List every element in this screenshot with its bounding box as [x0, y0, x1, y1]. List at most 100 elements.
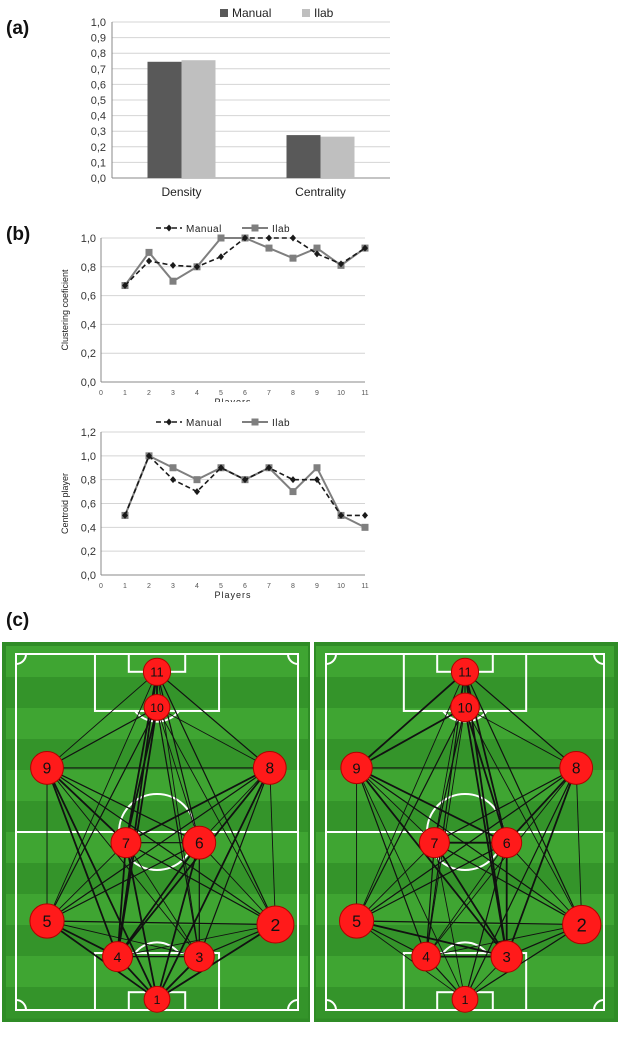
y-tick-label: 1,2 — [81, 427, 96, 439]
penalty-arc-bottom — [442, 941, 488, 954]
player-node-label: 3 — [195, 950, 203, 966]
data-point-ilab — [361, 523, 369, 531]
data-point-manual — [146, 452, 152, 460]
pass-link — [464, 671, 577, 769]
pass-link — [425, 842, 508, 957]
pass-link — [116, 767, 271, 958]
player-node-5 — [338, 903, 375, 939]
pass-link — [156, 923, 276, 1001]
player-node-label: 11 — [150, 665, 163, 680]
pass-link — [156, 671, 276, 925]
player-node-8 — [252, 751, 287, 785]
data-point-manual — [290, 476, 296, 484]
data-point-manual — [194, 263, 200, 271]
pass-link — [464, 842, 508, 1000]
pitch-ilab-network: 1 2 3 4 5 6 7 8 9 10 11 — [312, 642, 618, 1022]
data-point-manual — [218, 253, 224, 261]
corner-arc — [15, 999, 27, 1011]
player-node-9 — [340, 751, 373, 785]
pass-link — [46, 920, 200, 958]
data-point-ilab — [217, 234, 225, 242]
pass-link — [464, 924, 583, 1000]
x-tick-label: 2 — [147, 583, 151, 590]
player-node-4 — [411, 941, 441, 972]
player-node-1 — [451, 985, 479, 1013]
legend-marker-manual — [166, 418, 172, 426]
y-tick-label: 1,0 — [81, 451, 96, 463]
y-tick-label: 1,0 — [91, 17, 106, 29]
penalty-arc-bottom — [134, 941, 180, 954]
player-node-2 — [256, 905, 295, 944]
player-node-10 — [450, 692, 480, 723]
player-node-label: 10 — [457, 700, 473, 715]
legend-swatch-ilab — [302, 9, 310, 17]
x-tick-label: Centrality — [295, 185, 346, 199]
player-node-7 — [110, 827, 142, 859]
pass-link — [269, 767, 276, 925]
clustering-coefficient-line-chart: 0,0 0,2 0,4 0,6 0,8 1,0 0 1 2 3 4 5 6 7 8 9 10 11 Players C… — [60, 224, 369, 402]
pass-link — [198, 767, 271, 957]
data-point-manual — [314, 250, 320, 258]
pass-link — [355, 671, 466, 769]
x-tick-label: 0 — [99, 583, 103, 590]
pass-link — [433, 842, 508, 958]
pass-link — [356, 920, 466, 1000]
data-point-ilab — [145, 248, 153, 256]
pitch-stripe — [6, 956, 308, 988]
data-point-ilab — [169, 464, 177, 472]
player-node-11 — [450, 657, 480, 686]
pass-link — [356, 767, 577, 922]
pass-link — [156, 707, 276, 925]
player-node-label: 8 — [572, 761, 581, 778]
pass-link — [575, 767, 583, 925]
series-line-manual — [124, 237, 366, 287]
player-node-1 — [143, 985, 171, 1013]
legend-label-ilab: Ilab — [272, 224, 290, 235]
x-tick-label: 1 — [123, 583, 127, 590]
player-node-10 — [143, 694, 171, 721]
panel-label-c: (c) — [6, 610, 30, 631]
y-tick-label: 0,8 — [81, 475, 96, 487]
x-tick-label: 8 — [291, 390, 295, 397]
pass-link — [464, 707, 508, 843]
centroid-player-line-chart: 0,0 0,2 0,4 0,6 0,8 1,0 1,2 0 1 2 3 4 5 6 7 8 9 10 11 Playe… — [60, 418, 369, 600]
corner-arc — [287, 999, 299, 1011]
pass-link — [356, 920, 507, 958]
pass-link — [464, 767, 577, 1000]
x-tick-label: 11 — [361, 583, 368, 590]
data-point-manual — [314, 476, 320, 484]
bar-ilab-centrality — [320, 136, 355, 178]
pass-link — [356, 671, 466, 922]
legend-marker-manual — [166, 224, 172, 232]
player-node-label: 2 — [577, 914, 587, 935]
data-point-ilab — [169, 277, 177, 285]
pitch-manual-network: 1 2 3 4 5 6 7 8 9 10 11 — [2, 642, 312, 1022]
pass-link — [356, 767, 508, 844]
y-tick-label: 0,0 — [81, 377, 96, 389]
player-node-label: 1 — [154, 993, 161, 1007]
y-tick-label: 0,6 — [91, 79, 106, 91]
bar-manual-centrality — [286, 135, 321, 178]
pass-link — [116, 842, 127, 957]
player-node-label: 2 — [271, 915, 281, 935]
pass-link — [356, 767, 435, 844]
y-tick-label: 0,7 — [91, 64, 106, 76]
legend-marker-ilab — [251, 224, 259, 232]
data-point-manual — [362, 244, 368, 252]
pass-link — [46, 707, 158, 922]
player-node-label: 7 — [122, 836, 130, 852]
data-point-manual — [338, 511, 344, 519]
x-tick-label: 7 — [267, 390, 271, 397]
y-tick-label: 0,5 — [91, 95, 106, 107]
player-node-6 — [491, 827, 523, 859]
pass-link — [356, 707, 466, 922]
corner-arc — [325, 999, 337, 1011]
corner-arc — [287, 653, 299, 665]
pitch-stripe — [6, 801, 308, 833]
pitch-stripe — [316, 832, 614, 864]
player-node-label: 1 — [462, 993, 469, 1007]
y-tick-label: 0,4 — [91, 111, 106, 123]
x-tick-label: 5 — [219, 390, 223, 397]
x-tick-label: 7 — [267, 583, 271, 590]
pitch-stripe — [6, 832, 308, 864]
